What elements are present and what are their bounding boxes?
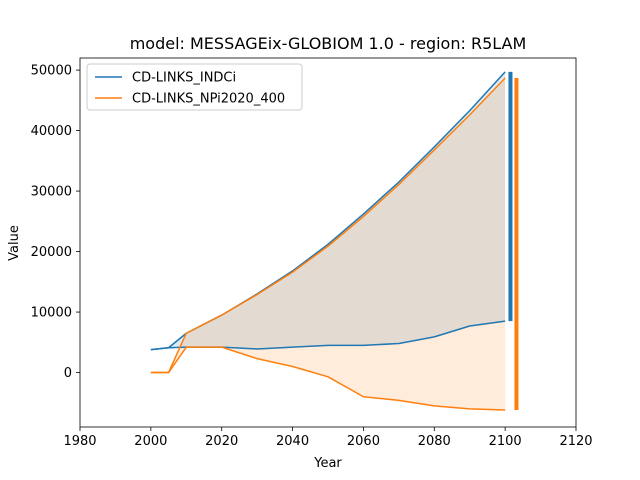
legend-label-1: CD-LINKS_INDCi — [132, 71, 236, 86]
y-tick-label: 40000 — [31, 124, 72, 139]
y-tick-label: 20000 — [31, 245, 72, 260]
x-tick-label: 2020 — [205, 434, 238, 449]
y-axis-label: Value — [7, 225, 22, 261]
legend-label-2: CD-LINKS_NPi2020_400 — [132, 92, 285, 107]
plot-area: 1980 2000 2020 2040 2060 2080 2100 2120 0 10000 20… — [31, 57, 593, 449]
x-tick-label: 2000 — [134, 434, 167, 449]
series-1-upper-line — [150, 71, 506, 351]
legend: CD-LINKS_INDCi CD-LINKS_NPi2020_400 — [86, 63, 303, 111]
x-tick-label: 2080 — [418, 434, 451, 449]
legend-box — [86, 63, 303, 111]
series-2-range-fill — [150, 77, 506, 411]
x-tick-label: 2120 — [559, 434, 592, 449]
series-1-lower-line — [150, 320, 506, 351]
y-tick-label: 0 — [64, 366, 72, 381]
series-1-range-fill — [150, 71, 506, 350]
x-axis-label: Year — [313, 456, 342, 471]
y-tick-label: 50000 — [31, 64, 72, 79]
y-tick-label: 10000 — [31, 306, 72, 321]
y-tick-label: 30000 — [31, 185, 72, 200]
series-2-upper-line — [150, 77, 506, 374]
x-tick-label: 2040 — [276, 434, 309, 449]
chart-title: model: MESSAGEix-GLOBIOM 1.0 - region: R… — [130, 34, 527, 53]
x-tick-label: 1980 — [63, 434, 96, 449]
axes-frame — [79, 57, 577, 428]
series-2-lower-line — [150, 346, 506, 411]
x-tick-label: 2100 — [489, 434, 522, 449]
x-tick-label: 2060 — [347, 434, 380, 449]
